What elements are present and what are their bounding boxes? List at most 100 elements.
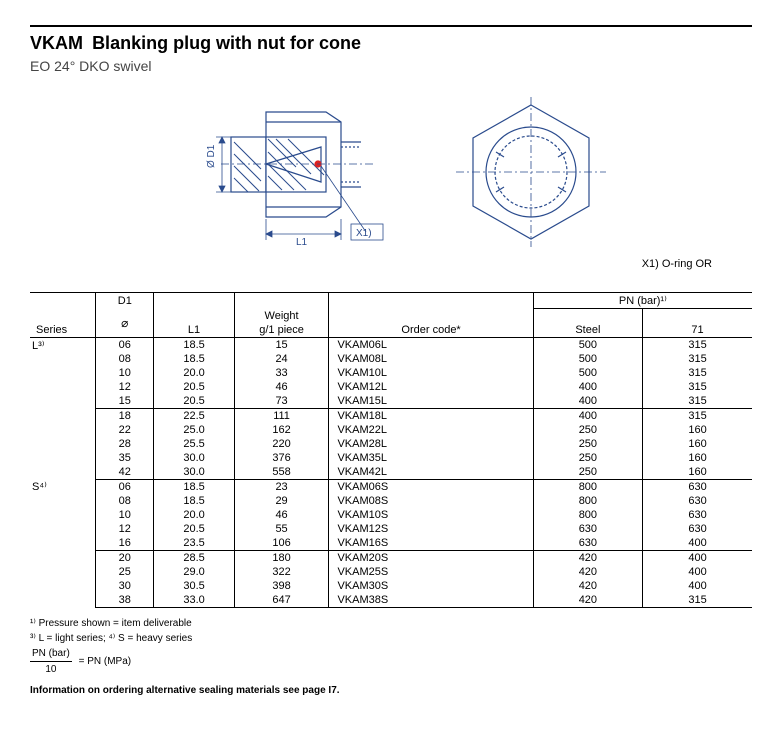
cell-order-code: VKAM08S xyxy=(329,494,533,508)
cell-71: 315 xyxy=(643,366,752,380)
cell-l1: 20.0 xyxy=(154,508,234,522)
cell-weight: 33 xyxy=(234,366,329,380)
x1-label: X1) xyxy=(356,228,372,239)
table-row: S⁴⁾0618.523VKAM06S800630 xyxy=(30,479,752,494)
cell-d1: 06 xyxy=(96,337,154,352)
cell-weight: 220 xyxy=(234,437,329,451)
cell-71: 400 xyxy=(643,536,752,551)
cell-l1: 18.5 xyxy=(154,479,234,494)
cell-l1: 25.0 xyxy=(154,423,234,437)
table-row: 1020.033VKAM10L500315 xyxy=(30,366,752,380)
cell-order-code: VKAM35L xyxy=(329,451,533,465)
col-order-code: Order code* xyxy=(329,323,533,338)
footnote-1: ¹⁾ Pressure shown = item deliverable xyxy=(30,616,752,631)
title-code: VKAM xyxy=(30,33,83,53)
cell-steel: 250 xyxy=(533,437,642,451)
table-row: 0818.524VKAM08L500315 xyxy=(30,352,752,366)
cell-order-code: VKAM20S xyxy=(329,550,533,565)
cell-d1: 08 xyxy=(96,352,154,366)
cell-d1: 30 xyxy=(96,579,154,593)
cell-steel: 800 xyxy=(533,479,642,494)
cell-weight: 398 xyxy=(234,579,329,593)
cell-71: 160 xyxy=(643,451,752,465)
cell-l1: 29.0 xyxy=(154,565,234,579)
col-steel: Steel xyxy=(533,323,642,338)
cell-71: 630 xyxy=(643,522,752,536)
cell-d1: 10 xyxy=(96,508,154,522)
cell-l1: 18.5 xyxy=(154,352,234,366)
cell-d1: 38 xyxy=(96,593,154,608)
data-table: D1 PN (bar)¹⁾ ⌀ Weight Series L1 g/1 pie… xyxy=(30,292,752,608)
table-row: 2825.5220VKAM28L250160 xyxy=(30,437,752,451)
cell-d1: 12 xyxy=(96,380,154,394)
cell-steel: 500 xyxy=(533,337,642,352)
cell-d1: 25 xyxy=(96,565,154,579)
cell-d1: 18 xyxy=(96,408,154,423)
cell-d1: 15 xyxy=(96,394,154,409)
cell-d1: 10 xyxy=(96,366,154,380)
diagram-caption: X1) O-ring OR xyxy=(30,258,752,270)
cell-steel: 420 xyxy=(533,550,642,565)
table-row: 1020.046VKAM10S800630 xyxy=(30,508,752,522)
cell-l1: 23.5 xyxy=(154,536,234,551)
cell-steel: 800 xyxy=(533,508,642,522)
cell-order-code: VKAM16S xyxy=(329,536,533,551)
cell-weight: 15 xyxy=(234,337,329,352)
cell-order-code: VKAM06L xyxy=(329,337,533,352)
cell-weight: 162 xyxy=(234,423,329,437)
cell-71: 630 xyxy=(643,479,752,494)
cell-l1: 20.0 xyxy=(154,366,234,380)
cell-steel: 250 xyxy=(533,451,642,465)
info-line: Information on ordering alternative seal… xyxy=(30,685,752,696)
table-row: 0818.529VKAM08S800630 xyxy=(30,494,752,508)
cell-71: 630 xyxy=(643,494,752,508)
cell-d1: 06 xyxy=(96,479,154,494)
cell-l1: 30.5 xyxy=(154,579,234,593)
cell-order-code: VKAM10L xyxy=(329,366,533,380)
cell-l1: 25.5 xyxy=(154,437,234,451)
table-row: 3030.5398VKAM30S420400 xyxy=(30,579,752,593)
cell-steel: 630 xyxy=(533,522,642,536)
col-71: 71 xyxy=(643,323,752,338)
cell-weight: 46 xyxy=(234,508,329,522)
cell-order-code: VKAM42L xyxy=(329,465,533,480)
table-row: 1220.555VKAM12S630630 xyxy=(30,522,752,536)
cell-weight: 55 xyxy=(234,522,329,536)
col-weight-1: Weight xyxy=(234,309,329,323)
cell-steel: 400 xyxy=(533,408,642,423)
cell-71: 315 xyxy=(643,337,752,352)
cell-l1: 20.5 xyxy=(154,380,234,394)
technical-diagram: Ø D1 L1 X1) xyxy=(30,92,752,252)
cell-order-code: VKAM22L xyxy=(329,423,533,437)
col-pn: PN (bar)¹⁾ xyxy=(533,293,752,309)
cell-71: 315 xyxy=(643,408,752,423)
series-label: S⁴⁾ xyxy=(30,479,96,607)
cell-71: 315 xyxy=(643,380,752,394)
cell-l1: 33.0 xyxy=(154,593,234,608)
cell-71: 315 xyxy=(643,593,752,608)
cell-l1: 30.0 xyxy=(154,451,234,465)
cell-71: 400 xyxy=(643,579,752,593)
cell-steel: 420 xyxy=(533,565,642,579)
cell-order-code: VKAM08L xyxy=(329,352,533,366)
cell-71: 400 xyxy=(643,565,752,579)
table-row: 1822.5111VKAM18L400315 xyxy=(30,408,752,423)
cell-weight: 180 xyxy=(234,550,329,565)
cell-d1: 16 xyxy=(96,536,154,551)
table-row: 3833.0647VKAM38S420315 xyxy=(30,593,752,608)
cell-l1: 22.5 xyxy=(154,408,234,423)
cell-71: 315 xyxy=(643,352,752,366)
cell-steel: 800 xyxy=(533,494,642,508)
cell-weight: 24 xyxy=(234,352,329,366)
cell-steel: 250 xyxy=(533,423,642,437)
cell-d1: 35 xyxy=(96,451,154,465)
cell-order-code: VKAM28L xyxy=(329,437,533,451)
table-row: 2225.0162VKAM22L250160 xyxy=(30,423,752,437)
cell-order-code: VKAM30S xyxy=(329,579,533,593)
cell-weight: 647 xyxy=(234,593,329,608)
table-row: 2529.0322VKAM25S420400 xyxy=(30,565,752,579)
cell-71: 160 xyxy=(643,437,752,451)
cell-order-code: VKAM18L xyxy=(329,408,533,423)
cell-steel: 400 xyxy=(533,380,642,394)
front-view-diagram xyxy=(456,97,606,247)
